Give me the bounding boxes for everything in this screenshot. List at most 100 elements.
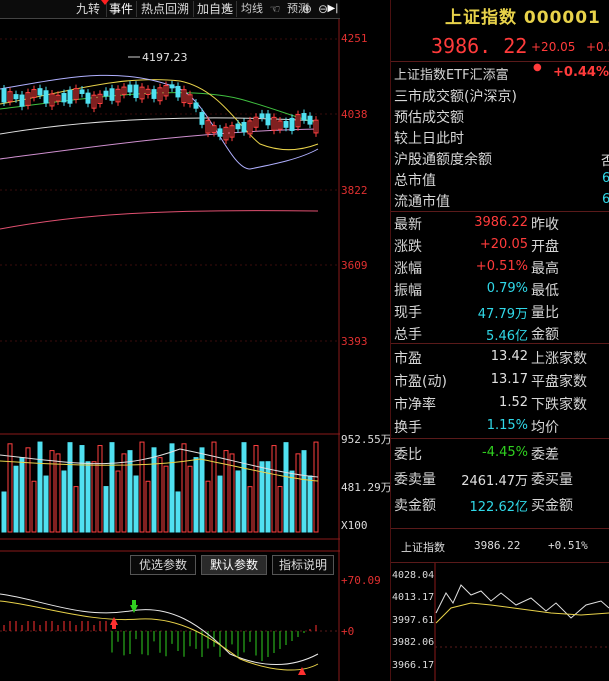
last-price: 3986. 22	[431, 34, 528, 58]
stat-value: -4.45%	[482, 445, 528, 460]
stat-label: 下跌家数	[531, 397, 587, 413]
volume-bar	[283, 442, 289, 533]
volume-bar	[145, 480, 151, 533]
volume-bar	[139, 441, 145, 533]
etf-change: +0.44%	[553, 65, 609, 80]
stat-label: 委卖量	[394, 472, 436, 488]
stat-label: 涨跌	[394, 239, 422, 255]
volume-bar	[223, 450, 229, 533]
indicator-axis-label: +70.09	[341, 574, 381, 587]
volume-bar	[211, 441, 217, 533]
stat-value: 122.62亿	[469, 500, 529, 515]
stat-label: 市净率	[394, 397, 436, 413]
sell-arrow-icon	[130, 605, 138, 613]
mini-tick: 4028.04	[392, 570, 435, 581]
volume-bar	[73, 486, 79, 533]
zoom-in-icon[interactable]: ⊕	[301, 2, 313, 16]
volume-bar	[235, 470, 241, 533]
volume-bar	[307, 475, 313, 533]
volume-bar	[85, 461, 91, 533]
event-button[interactable]: 事件	[106, 1, 137, 17]
stat-label: 卖金额	[394, 498, 436, 514]
volume-bar	[253, 445, 259, 533]
stat-value: +20.05	[479, 237, 528, 252]
add-watchlist-button[interactable]: 加自选	[194, 1, 237, 17]
intraday-mini-chart[interactable]	[391, 563, 609, 681]
volume-bar	[229, 453, 235, 533]
info-row: 预估成交额	[394, 110, 464, 126]
volume-bar	[109, 442, 115, 533]
info-tail: 否	[601, 154, 609, 169]
price-axis-label: 4251	[341, 32, 368, 45]
volume-bar	[25, 447, 31, 533]
stat-label: 最低	[531, 283, 559, 299]
etf-dot-icon: ●	[533, 62, 542, 73]
stat-label: 上涨家数	[531, 351, 587, 367]
ma-button[interactable]: 均线	[241, 2, 263, 15]
etf-link[interactable]: 上证指数ETF汇添富	[394, 68, 509, 83]
volume-bar	[103, 486, 109, 533]
stat-label: 现手	[394, 305, 422, 321]
volume-axis-label: 481.29万	[341, 481, 392, 494]
stat-label: 总手	[394, 327, 422, 343]
stat-label: 振幅	[394, 283, 422, 299]
volume-bar	[67, 442, 73, 533]
price-axis-label: 4038	[341, 108, 368, 121]
mini-tick: 3997.61	[392, 615, 435, 626]
volume-bar	[187, 465, 193, 533]
info-tail: 6	[602, 171, 609, 186]
volume-bar	[13, 465, 19, 533]
stat-label: 买金额	[531, 498, 573, 514]
stat-value: 1.52	[499, 395, 528, 410]
volume-bar	[7, 443, 13, 533]
nine-turn-button[interactable]: 九转	[70, 1, 107, 17]
volume-bar	[241, 442, 247, 533]
volume-bar	[169, 443, 175, 533]
info-tail: 6	[602, 192, 609, 207]
volume-bar	[181, 443, 187, 533]
volume-bar	[205, 480, 211, 533]
stat-label: 委差	[531, 447, 559, 463]
price-axis-label: 3393	[341, 335, 368, 348]
macd-histogram	[3, 621, 317, 661]
stat-value: 13.42	[490, 349, 528, 364]
tab-default-params[interactable]: 默认参数	[201, 555, 267, 575]
fast-forward-icon[interactable]: ▶|	[327, 3, 339, 14]
volume-bar	[289, 470, 295, 533]
volume-bar	[313, 441, 319, 533]
hand-icon[interactable]: ☜	[269, 2, 281, 16]
volume-bar	[157, 457, 163, 533]
pencil-icon[interactable]: ✎	[221, 2, 233, 16]
info-row: 总市值	[394, 173, 436, 189]
hot-spot-review-button[interactable]: 热点回溯	[137, 1, 194, 17]
volume-bar	[301, 450, 307, 533]
stat-label: 最高	[531, 261, 559, 277]
price-change: +20.05	[531, 40, 576, 54]
event-marker-icon	[101, 0, 109, 5]
price-axis-label: 3609	[341, 259, 368, 272]
eye-icon[interactable]	[254, 1, 268, 15]
stat-label: 市盈(动)	[394, 374, 447, 390]
mini-tick: 3966.17	[392, 660, 435, 671]
volume-bar	[151, 447, 157, 533]
quote-panel	[390, 0, 609, 681]
stat-label: 开盘	[531, 239, 559, 255]
stat-label: 涨幅	[394, 261, 422, 277]
stat-value: 0.79%	[486, 281, 528, 296]
volume-bar	[43, 475, 49, 533]
stat-label: 均价	[531, 420, 559, 436]
stat-value: 3986.22	[474, 215, 528, 230]
mini-tick: 3982.06	[392, 637, 435, 648]
zoom-out-icon[interactable]: ⊖	[317, 2, 329, 16]
volume-unit-label: X100	[341, 519, 368, 532]
forecast-button[interactable]: 预测	[287, 2, 309, 15]
tab-indicator-help[interactable]: 指标说明	[272, 555, 334, 575]
volume-bar	[127, 450, 133, 533]
volume-bar	[61, 470, 67, 533]
tab-optimal-params[interactable]: 优选参数	[130, 555, 196, 575]
indicator-axis-label: +0	[341, 625, 355, 638]
kline-chart[interactable]: 4197.23	[0, 19, 340, 681]
stat-label: 金额	[531, 327, 559, 343]
volume-bar	[1, 491, 7, 533]
volume-bar	[193, 457, 199, 533]
